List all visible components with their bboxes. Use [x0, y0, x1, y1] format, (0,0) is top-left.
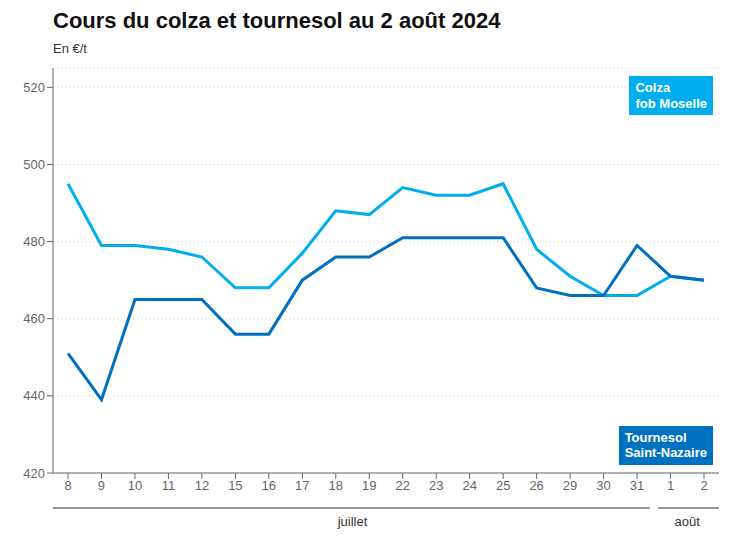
svg-text:12: 12	[195, 478, 209, 493]
svg-text:juillet: juillet	[337, 514, 368, 529]
svg-text:août: août	[675, 514, 701, 529]
svg-text:2: 2	[700, 478, 707, 493]
svg-text:31: 31	[630, 478, 644, 493]
svg-text:18: 18	[329, 478, 343, 493]
svg-text:25: 25	[496, 478, 510, 493]
svg-text:9: 9	[98, 478, 105, 493]
svg-text:11: 11	[162, 478, 176, 493]
svg-text:17: 17	[295, 478, 309, 493]
html-text:Cours du colza et tournesol au: Cours du colza et tournesol au 2 août 20…	[53, 8, 501, 33]
svg-text:1: 1	[667, 478, 674, 493]
html-text:En €/t: En €/t	[53, 41, 87, 56]
svg-text:22: 22	[396, 478, 410, 493]
svg-text:30: 30	[596, 478, 610, 493]
svg-text:8: 8	[64, 478, 71, 493]
svg-text:26: 26	[529, 478, 543, 493]
html-text:Tournesol Saint-Nazaire: Tournesol Saint-Nazaire	[624, 429, 707, 461]
svg-text:500: 500	[23, 157, 45, 172]
html-text:Colza fob Moselle: Colza fob Moselle	[635, 80, 707, 111]
svg-text:15: 15	[228, 478, 242, 493]
svg-text:520: 520	[23, 80, 45, 95]
svg-text:440: 440	[23, 388, 45, 403]
svg-text:420: 420	[23, 466, 45, 481]
svg-text:29: 29	[563, 478, 577, 493]
svg-text:10: 10	[128, 478, 142, 493]
svg-text:16: 16	[262, 478, 276, 493]
svg-text:460: 460	[23, 311, 45, 326]
svg-text:480: 480	[23, 234, 45, 249]
svg-text:24: 24	[462, 478, 476, 493]
svg-text:23: 23	[429, 478, 443, 493]
svg-text:19: 19	[362, 478, 376, 493]
